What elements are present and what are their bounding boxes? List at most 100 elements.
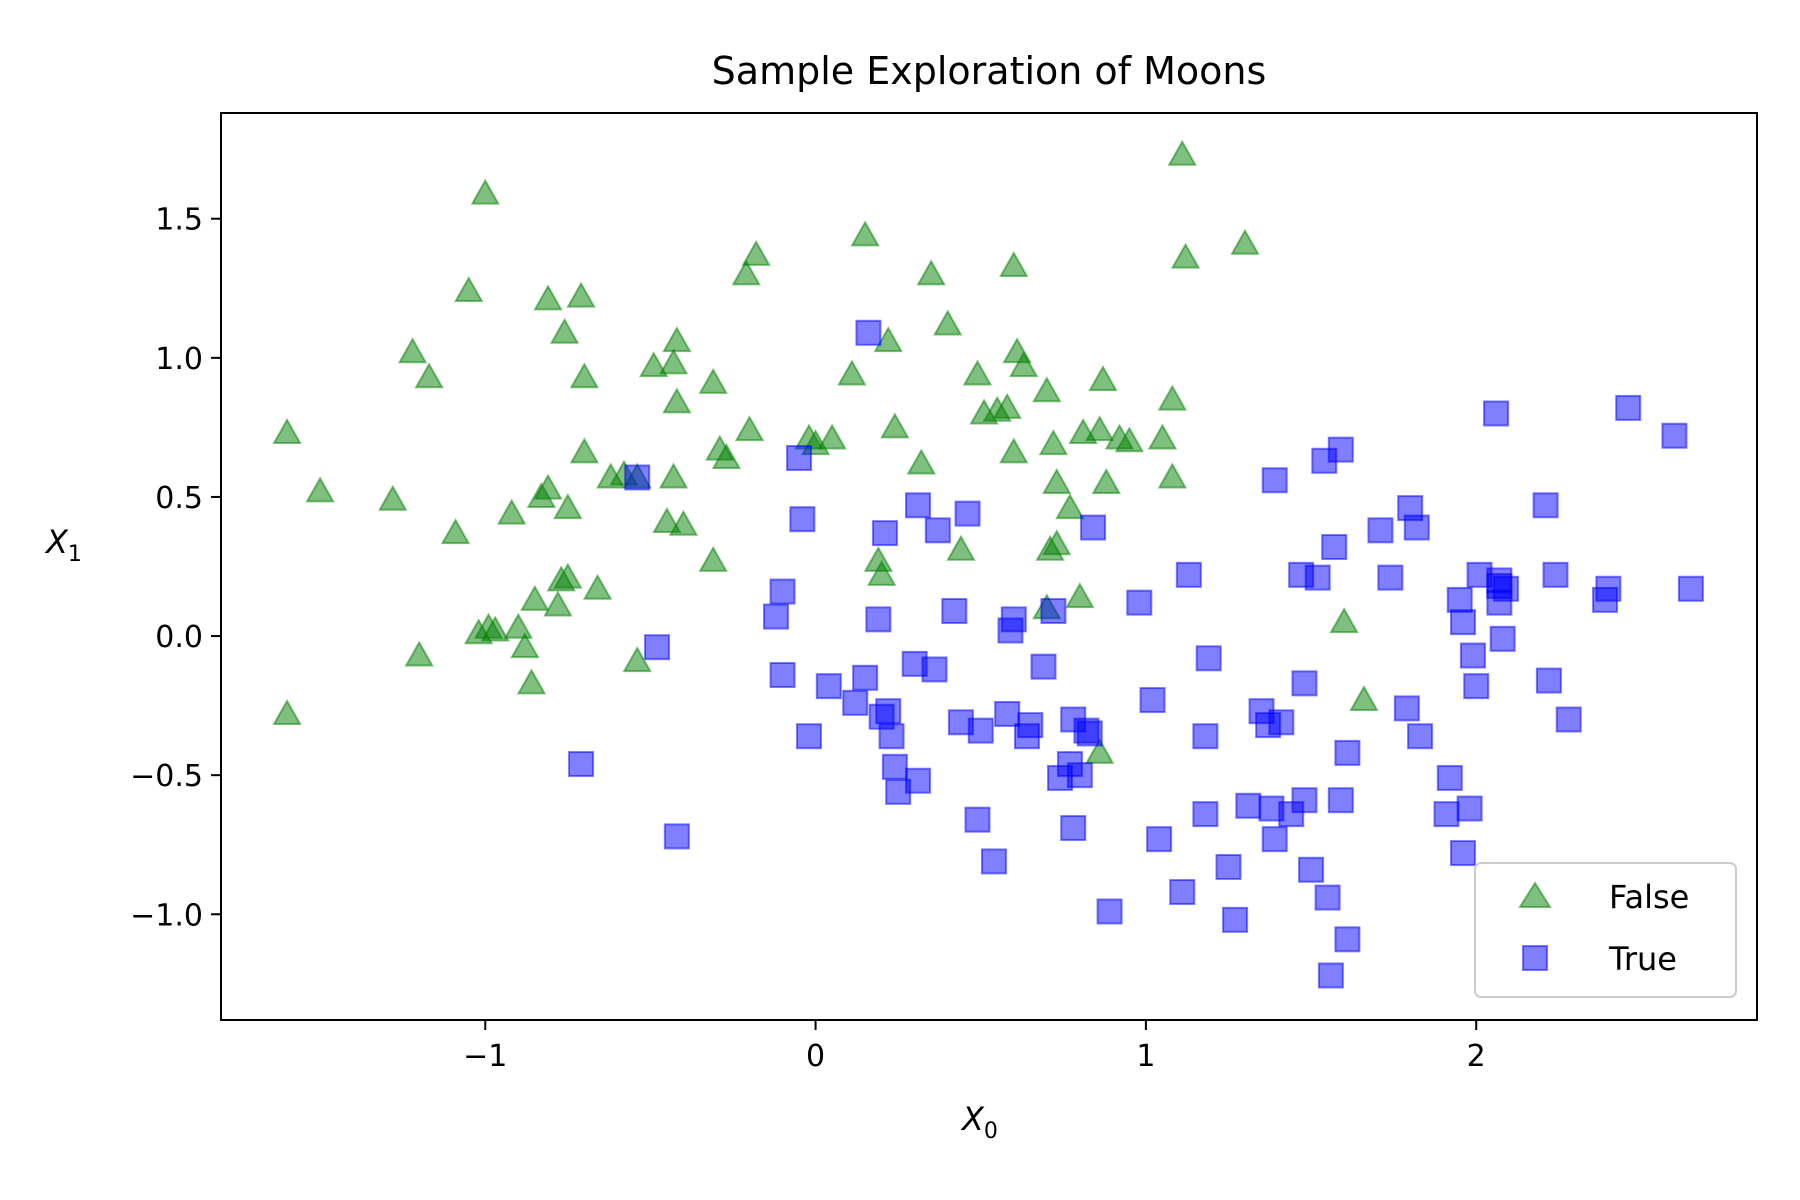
square-point-true <box>842 689 869 716</box>
triangle-point-false <box>932 309 963 336</box>
triangle-point-false <box>906 448 936 475</box>
square-point-true <box>1314 884 1341 911</box>
square-point-true <box>1327 787 1354 814</box>
x-tick-label: 1 <box>1136 1039 1155 1074</box>
triangle-point-false <box>378 484 408 511</box>
square-point-true <box>789 506 816 533</box>
legend-label-false: False <box>1609 878 1689 916</box>
square-point-true <box>1139 687 1166 714</box>
square-point-true <box>1268 709 1295 736</box>
triangle-point-false <box>639 351 669 378</box>
y-tick-label: 0.5 <box>155 481 203 516</box>
square-point-true <box>1407 723 1434 750</box>
square-point-true <box>865 606 892 633</box>
square-point-true <box>1615 394 1642 421</box>
legend-marker-false <box>1518 881 1552 908</box>
square-point-true <box>855 319 882 346</box>
square-point-true <box>1298 856 1325 883</box>
x-axis-ticks: −1 0 1 2 <box>463 1020 1486 1074</box>
triangle-point-false <box>1157 384 1188 411</box>
triangle-point-false <box>1230 228 1260 255</box>
triangle-point-false <box>1157 462 1188 489</box>
triangle-point-false <box>272 698 302 725</box>
square-point-true <box>1492 575 1519 602</box>
square-point-true <box>1304 564 1331 591</box>
triangle-point-false <box>543 590 573 617</box>
square-point-true <box>1542 561 1569 588</box>
square-point-true <box>1489 625 1516 652</box>
triangle-point-false <box>1084 415 1115 442</box>
square-point-true <box>1532 492 1559 519</box>
triangle-point-false <box>272 417 302 444</box>
square-point-true <box>1456 795 1483 822</box>
triangle-point-false <box>1008 351 1039 378</box>
square-point-true <box>1393 695 1420 722</box>
square-point-true <box>964 806 991 833</box>
triangle-point-false <box>569 362 600 389</box>
square-point-true <box>980 848 1007 875</box>
square-point-true <box>1291 670 1318 697</box>
triangle-point-false <box>1038 429 1069 456</box>
square-point-true <box>568 751 595 778</box>
triangle-point-false <box>658 462 689 489</box>
square-point-true <box>1000 606 1027 633</box>
square-point-true <box>904 492 931 519</box>
square-point-true <box>1278 801 1305 828</box>
square-point-true <box>815 673 842 700</box>
square-point-true <box>904 767 931 794</box>
plot-area <box>272 139 1704 989</box>
square-point-true <box>1334 926 1361 953</box>
triangle-point-false <box>566 281 596 308</box>
legend-marker-true <box>1522 945 1548 971</box>
triangle-point-false <box>510 632 540 659</box>
x-tick-label: 0 <box>806 1039 825 1074</box>
square-point-true <box>1291 787 1318 814</box>
legend: False True <box>1474 862 1737 998</box>
square-point-true <box>1459 642 1486 669</box>
triangle-point-false <box>553 562 583 589</box>
square-point-true <box>1235 792 1262 819</box>
square-point-true <box>1066 762 1093 789</box>
square-point-true <box>1030 653 1057 680</box>
square-point-true <box>1334 739 1361 766</box>
square-point-true <box>1175 561 1202 588</box>
triangle-point-false <box>734 415 765 442</box>
triangle-point-false <box>866 559 897 586</box>
square-point-true <box>1126 589 1153 616</box>
triangle-point-false <box>1114 426 1145 453</box>
triangle-point-false <box>622 646 652 673</box>
square-point-true <box>1317 962 1344 989</box>
square-point-true <box>795 723 822 750</box>
chart-title: Sample Exploration of Moons <box>712 49 1267 93</box>
square-point-true <box>1261 826 1288 853</box>
square-point-true <box>786 444 813 471</box>
triangle-point-false <box>569 437 600 464</box>
triangle-point-false <box>1349 685 1379 712</box>
square-point-true <box>967 717 994 744</box>
triangle-point-false <box>549 317 580 344</box>
square-point-true <box>924 517 951 544</box>
square-point-true <box>1463 673 1490 700</box>
x-tick-label: 2 <box>1467 1039 1486 1074</box>
triangle-point-false <box>305 476 335 503</box>
triangle-point-false <box>652 506 682 533</box>
triangle-point-false <box>1055 493 1085 520</box>
square-point-true <box>1169 879 1196 906</box>
square-point-true <box>1450 840 1477 867</box>
triangle-point-false <box>662 326 692 353</box>
triangle-point-false <box>946 534 976 561</box>
triangle-point-false <box>520 584 550 611</box>
square-point-true <box>1096 898 1123 925</box>
square-point-true <box>1367 517 1394 544</box>
triangle-point-false <box>480 615 510 642</box>
square-point-true <box>1377 564 1404 591</box>
square-point-true <box>1483 400 1510 427</box>
triangle-point-false <box>850 220 880 247</box>
y-tick-label: 1.0 <box>155 342 203 377</box>
triangle-point-false <box>1167 139 1197 166</box>
square-point-true <box>1261 467 1288 494</box>
square-point-true <box>1195 645 1222 672</box>
triangle-point-false <box>1032 376 1062 403</box>
square-point-true <box>1192 723 1219 750</box>
triangle-point-false <box>496 498 527 525</box>
